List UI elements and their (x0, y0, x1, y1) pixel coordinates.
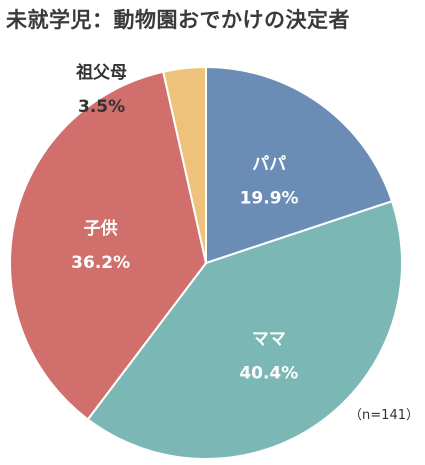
slice-label-2: 子供 (84, 218, 118, 239)
slice-label-1: ママ (252, 330, 286, 350)
slice-label-0: パパ (252, 155, 286, 175)
pie-slices (9, 65, 403, 460)
slice-value-1: 40.4% (239, 364, 298, 384)
slice-label-3: 祖父母 (75, 62, 127, 83)
slice-value-2: 36.2% (71, 253, 130, 273)
sample-size-note: （n=141） (349, 408, 419, 423)
pie-slice-2 (9, 70, 208, 421)
pie-slice-0 (205, 65, 394, 265)
chart-title: 未就学児：動物園おでかけの決定者 (6, 8, 350, 32)
pie-slice-3 (162, 65, 207, 264)
pie-slice-1 (86, 199, 403, 460)
pie-labels: パパ 19.9% ママ 40.4% 子供 36.2% 祖父母 3.5% (71, 62, 298, 383)
slice-value-3: 3.5% (78, 97, 125, 117)
slice-value-0: 19.9% (240, 189, 299, 209)
